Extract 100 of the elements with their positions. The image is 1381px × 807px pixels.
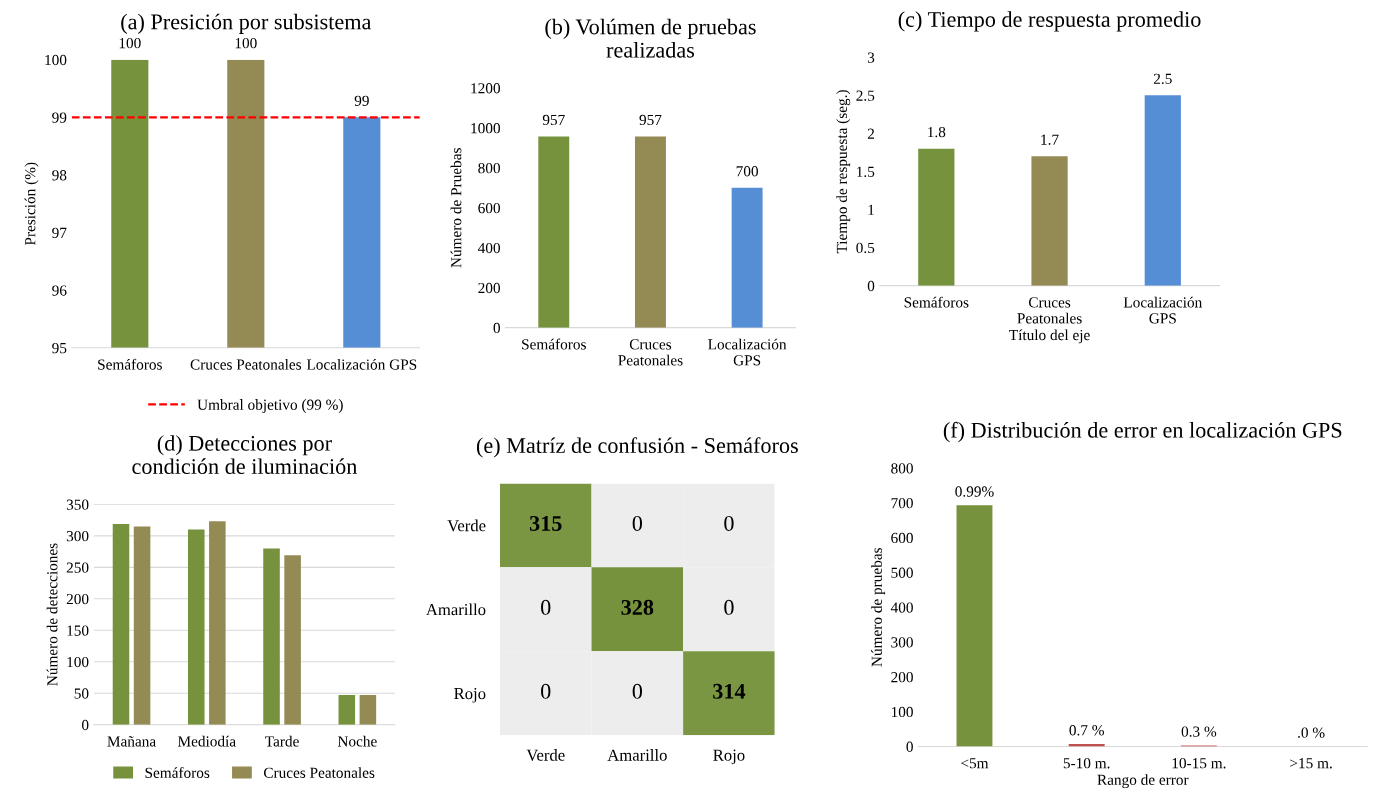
data-label: 1.7 (1041, 134, 1059, 145)
x-tick-label: Localización GPS (306, 358, 417, 370)
y-axis-title: Número de Pruebas (450, 148, 462, 268)
y-tick-label: 1 (868, 204, 874, 215)
bar (187, 529, 205, 725)
y-tick-label: Rojo (454, 687, 486, 703)
y-tick-label: Amarillo (426, 603, 486, 616)
y-tick-label: 400 (890, 602, 913, 613)
x-tick-label: 10-15 m. (1172, 758, 1226, 769)
data-label: 0 (632, 515, 643, 531)
bar (133, 526, 151, 725)
bar (956, 505, 993, 747)
y-tick-label: 3 (867, 52, 875, 63)
chart-title: (b) Volúmen de pruebas realizadas (545, 18, 756, 58)
data-label: 315 (529, 515, 562, 531)
y-tick-label: 50 (74, 688, 89, 699)
y-tick-label: 600 (478, 202, 500, 214)
data-label: 0 (541, 683, 551, 699)
y-tick-label: 0 (867, 280, 875, 292)
y-tick-label: 200 (891, 672, 913, 683)
x-tick-label: Tarde (265, 735, 299, 747)
legend-label: Semáforos (145, 767, 210, 778)
y-tick-label: 1.5 (857, 166, 875, 178)
y-tick-label: 150 (67, 625, 89, 636)
y-tick-label: 96 (52, 285, 67, 296)
bar (918, 148, 955, 286)
y-tick-label: 2.5 (856, 90, 875, 101)
x-tick-label: Cruces Peatonales (618, 339, 683, 366)
data-label: 0 (724, 599, 734, 615)
bar (338, 695, 356, 725)
data-label: 957 (639, 114, 662, 126)
y-tick-label: 1200 (471, 83, 500, 94)
legend-label: Cruces Peatonales (263, 767, 375, 778)
data-label: 0 (541, 599, 551, 615)
y-tick-label: 0 (906, 741, 913, 752)
data-label: 100 (119, 37, 141, 49)
x-tick-label: Amarillo (607, 749, 667, 761)
y-tick-label: 2 (867, 128, 874, 139)
y-tick-label: 500 (891, 567, 913, 578)
y-tick-label: 350 (66, 499, 89, 510)
y-axis-title: Tiempo de respuesta (seg.) (836, 90, 851, 254)
x-tick-label: Verde (526, 749, 565, 761)
y-tick-label: 0 (493, 322, 500, 334)
y-tick-label: 200 (66, 593, 89, 605)
y-tick-label: 1000 (471, 123, 500, 134)
data-label: 100 (235, 37, 257, 49)
bar (1031, 156, 1068, 286)
chart-title: (e) Matríz de confusión - Semáforos (476, 437, 798, 458)
chart-title: (c) Tiempo de respuesta promedio (898, 11, 1201, 32)
x-tick-label: Semáforos (904, 296, 969, 308)
bar (112, 523, 130, 725)
x-axis-title: Rango de error (1097, 774, 1189, 789)
x-tick-label: Localización GPS (708, 338, 787, 366)
bar (209, 521, 226, 725)
bar (359, 695, 377, 725)
bar (263, 548, 280, 725)
y-tick-label: Verde (447, 519, 486, 532)
y-axis-title: Número de detecciones (46, 543, 58, 686)
annotation: .0 % (1298, 727, 1325, 738)
x-tick-label: Localización GPS (1123, 296, 1203, 324)
y-tick-label: 700 (891, 498, 913, 509)
x-tick-label: Cruces Peatonales (1017, 297, 1082, 324)
data-label: 1.8 (928, 126, 946, 138)
y-tick-label: 300 (66, 530, 89, 542)
data-label: 700 (736, 166, 758, 177)
y-tick-label: 200 (478, 282, 500, 294)
x-tick-label: Mediodía (177, 735, 236, 747)
y-tick-label: 800 (891, 463, 913, 474)
x-tick-label: Cruces Peatonales (190, 358, 302, 370)
y-tick-label: 100 (45, 54, 67, 66)
data-label: 0 (632, 683, 643, 699)
data-label: 2.5 (1153, 73, 1172, 84)
y-tick-label: 97 (52, 227, 67, 239)
x-axis-title: Título del eje (1009, 329, 1090, 344)
bar (1144, 95, 1181, 286)
data-label: 0 (724, 515, 734, 531)
data-label: 328 (621, 599, 654, 615)
y-tick-label: 98 (52, 170, 67, 181)
y-tick-label: 400 (477, 242, 500, 254)
y-tick-label: 99 (52, 112, 67, 123)
y-tick-label: 0.5 (856, 242, 875, 254)
x-tick-label: >15 m. (1290, 758, 1332, 769)
chart-title: (f) Distribución de error en localización GPS (943, 421, 1342, 443)
y-tick-label: 100 (67, 656, 89, 668)
y-axis-title: Número de pruebas (871, 548, 886, 667)
x-tick-label: Semáforos (98, 358, 162, 370)
annotation: 0.3 % (1181, 726, 1217, 737)
legend-label: Umbral objetivo (99 %) (197, 399, 343, 413)
y-axis-title: Presición (%) (24, 162, 39, 246)
y-tick-label: 0 (81, 719, 89, 731)
data-label: 314 (713, 683, 746, 699)
y-tick-label: 100 (891, 706, 913, 718)
y-tick-label: 600 (891, 532, 913, 544)
x-tick-label: Rojo (713, 749, 745, 765)
y-tick-label: 95 (52, 343, 67, 354)
annotation: 0.99% (955, 486, 994, 497)
annotation: 0.7 % (1069, 725, 1104, 736)
y-tick-label: 250 (66, 562, 89, 573)
chart-title: (d) Detecciones por condición de iluminación (132, 435, 358, 475)
data-label: 99 (354, 95, 369, 106)
